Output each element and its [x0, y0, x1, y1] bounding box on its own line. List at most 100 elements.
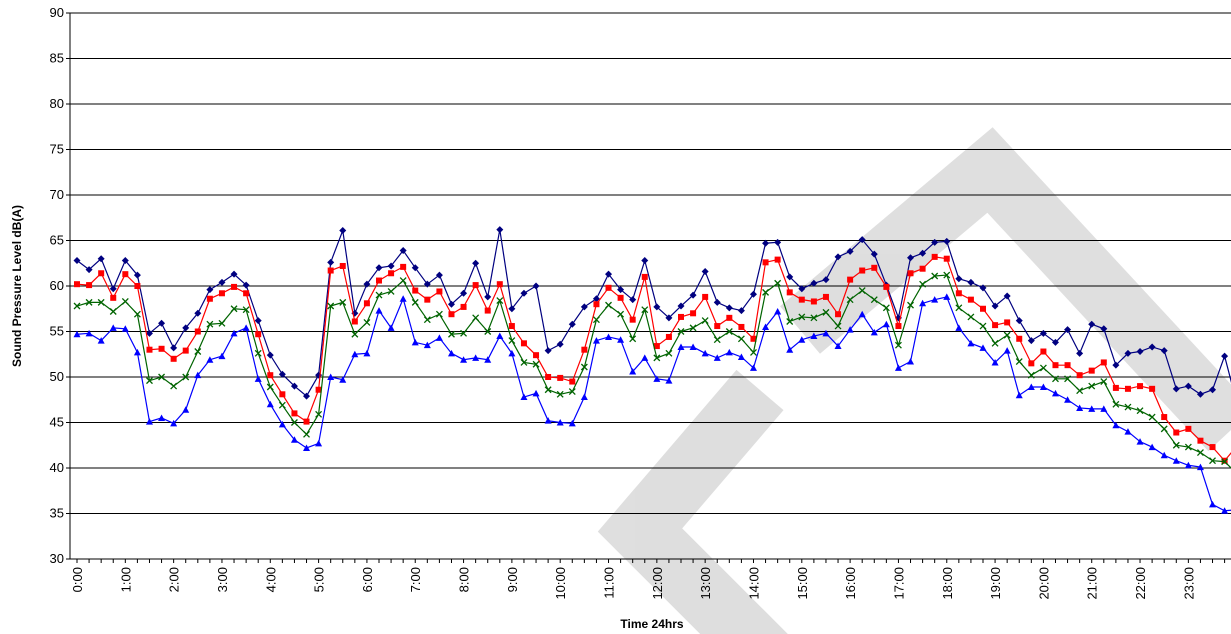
point	[303, 444, 311, 451]
point	[641, 306, 649, 314]
point	[1064, 396, 1072, 403]
point	[1064, 326, 1072, 334]
x-tick-label: 15:00	[795, 567, 810, 600]
point	[447, 349, 455, 357]
point	[955, 324, 963, 331]
point	[955, 304, 963, 312]
x-tick-label: 9:00	[505, 567, 520, 592]
point	[255, 331, 262, 338]
point	[279, 391, 286, 398]
point	[435, 310, 443, 318]
point	[979, 322, 987, 330]
point	[544, 386, 552, 394]
point	[242, 281, 250, 289]
point	[242, 324, 250, 331]
point	[568, 419, 576, 427]
point	[1209, 444, 1216, 451]
point	[798, 296, 805, 303]
series	[73, 293, 1231, 514]
point	[448, 311, 455, 318]
point	[568, 320, 576, 328]
point	[943, 237, 951, 245]
point	[798, 313, 806, 321]
point	[919, 265, 926, 272]
x-tick-label: 11:00	[602, 567, 617, 599]
point	[351, 350, 359, 358]
point	[1209, 386, 1217, 394]
point	[484, 356, 492, 363]
point	[290, 419, 298, 426]
point	[665, 333, 672, 340]
point	[230, 270, 238, 278]
point	[400, 263, 407, 270]
point	[846, 247, 854, 255]
point	[810, 298, 817, 305]
x-tick-label: 0:00	[70, 567, 85, 592]
point	[1221, 458, 1229, 466]
point	[1221, 352, 1229, 360]
point	[158, 373, 166, 381]
point	[1185, 425, 1192, 432]
x-tick-label: 4:00	[263, 567, 278, 592]
point	[411, 338, 419, 346]
point	[145, 329, 153, 337]
point	[387, 324, 395, 331]
point	[810, 314, 818, 322]
point	[822, 308, 830, 316]
point	[315, 371, 323, 379]
point	[919, 299, 927, 307]
point	[206, 286, 214, 294]
point	[931, 253, 938, 260]
point	[1209, 500, 1217, 508]
point	[943, 293, 951, 300]
point	[605, 284, 612, 291]
point	[629, 335, 637, 343]
point	[678, 313, 684, 320]
point	[158, 414, 166, 421]
point	[109, 324, 117, 331]
point	[544, 347, 552, 355]
point	[98, 270, 105, 277]
point	[713, 298, 721, 306]
point	[315, 386, 322, 393]
y-tick-label: 45	[50, 415, 64, 430]
point	[1184, 443, 1192, 451]
point	[1149, 385, 1156, 392]
point	[870, 328, 878, 336]
point	[1051, 338, 1059, 346]
point	[133, 310, 141, 318]
x-tick-label: 10:00	[553, 567, 568, 600]
point	[1100, 359, 1107, 366]
point	[557, 374, 564, 381]
y-tick-label: 35	[50, 506, 64, 521]
point	[254, 349, 262, 357]
point	[520, 340, 527, 347]
point	[411, 264, 419, 272]
point	[146, 377, 153, 385]
point	[774, 238, 782, 246]
point	[605, 333, 613, 340]
point	[1148, 443, 1156, 451]
point	[121, 298, 129, 305]
point	[339, 262, 346, 269]
point	[1039, 364, 1047, 372]
point	[580, 393, 588, 401]
point	[206, 356, 214, 363]
point	[725, 328, 733, 335]
point	[991, 339, 999, 347]
point	[894, 364, 902, 371]
y-tick-label: 75	[50, 142, 64, 157]
point	[835, 311, 842, 318]
x-tick-label: 17:00	[891, 567, 906, 600]
point	[363, 318, 371, 326]
y-axis-title: Sound Pressure Level dB(A)	[10, 205, 24, 367]
series	[74, 253, 1231, 464]
point	[967, 313, 975, 321]
point	[278, 420, 286, 428]
point	[556, 419, 564, 426]
point	[278, 370, 286, 378]
x-tick-label: 5:00	[312, 567, 327, 592]
point	[967, 339, 975, 347]
point	[460, 356, 468, 363]
